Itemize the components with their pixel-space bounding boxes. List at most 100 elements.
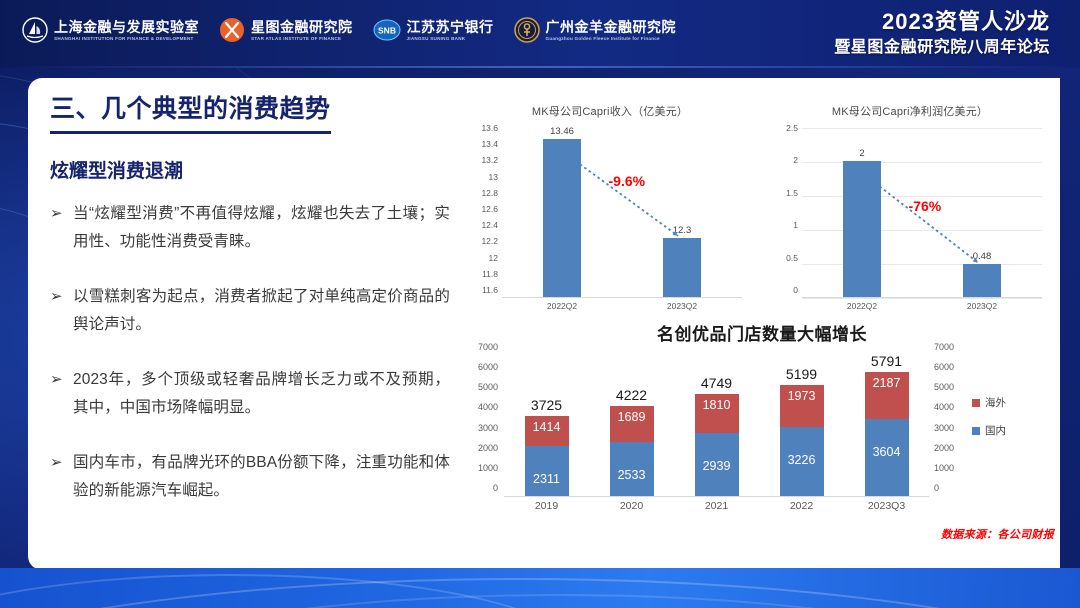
logo-star-atlas: 星图金融研究院 STAR ATLAS INSTITUTE OF FINANCE xyxy=(219,17,353,43)
list-item: ➢ 国内车市，有品牌光环的BBA份额下降，注重功能和体验的新能源汽车崛起。 xyxy=(50,449,450,505)
segment-value-label: 2311 xyxy=(533,472,560,487)
logo-label-cn: 江苏苏宁银行 xyxy=(406,18,494,35)
segment-overseas: 2187 xyxy=(864,371,909,419)
x-axis-tick-labels: 2022Q2 2023Q2 xyxy=(802,301,1042,311)
sponsor-logo-group: 上海金融与发展实验室 SHANGHAI INSTITUTION FOR FINA… xyxy=(22,17,676,43)
golden-fleece-icon xyxy=(513,17,540,43)
x-tick-label: 2022 xyxy=(789,500,814,512)
chart-title: MK母公司Capri收入（亿美元） xyxy=(531,106,689,118)
event-title-block: 2023资管人沙龙 暨星图金融研究院八周年论坛 xyxy=(834,8,1050,60)
chart-plot-area: 2.5 2 1.5 1 0.5 0 2 0.48 -76% 2022Q2 2023Q2 xyxy=(764,124,1056,318)
x-tick-label: 2023Q3 xyxy=(867,500,906,512)
charts-column: MK母公司Capri收入（亿美元） 13.6 13.4 13.2 13 12.8 12.6… xyxy=(464,88,1060,568)
event-title-secondary: 暨星图金融研究院八周年论坛 xyxy=(834,39,1050,56)
segment-value-label: 3226 xyxy=(787,452,816,467)
text-column: 三、几个典型的消费趋势 炫耀型消费退潮 ➢ 当“炫耀型消费”不再值得炫耀，炫耀也… xyxy=(50,92,450,532)
y-tick-label: 2000 xyxy=(934,442,955,453)
bar-value-label: 13.46 xyxy=(550,125,574,137)
list-item: ➢ 当“炫耀型消费”不再值得炫耀，炫耀也失去了土壤；实用性、功能性消费受青睐。 xyxy=(50,200,450,256)
y-tick-label: 5000 xyxy=(934,382,955,393)
bullet-arrow-icon: ➢ xyxy=(50,288,63,305)
y-tick-label: 11.8 xyxy=(482,268,498,279)
segment-overseas: 1689 xyxy=(609,405,654,442)
chart-gridline xyxy=(802,230,1042,231)
stack-total-label: 4222 xyxy=(615,386,648,403)
logo-jiangsu-suning-bank: SNB 江苏苏宁银行 JIANGSU SUNING BANK xyxy=(373,17,494,43)
segment-domestic: 2311 xyxy=(524,446,569,496)
bullet-list: ➢ 当“炫耀型消费”不再值得炫耀，炫耀也失去了土壤；实用性、功能性消费受青睐。 … xyxy=(50,200,450,505)
legend-item-overseas: 海外 xyxy=(972,395,1006,410)
bar-2022Q2 xyxy=(843,161,881,297)
chart-gridline xyxy=(802,298,1042,299)
segment-value-label: 1689 xyxy=(617,409,646,424)
slide-footer xyxy=(0,568,1080,608)
y-tick-label: 1000 xyxy=(934,462,955,473)
legend-swatch-icon xyxy=(972,398,980,407)
slide-header: 上海金融与发展实验室 SHANGHAI INSTITUTION FOR FINA… xyxy=(0,0,1080,68)
stack-total-label: 5791 xyxy=(870,352,903,369)
bar-2023Q2 xyxy=(963,264,1001,297)
chart-capri-revenue: MK母公司Capri收入（亿美元） 13.6 13.4 13.2 13 12.8 12.6… xyxy=(464,88,756,318)
y-tick-label: 0.5 xyxy=(786,252,798,263)
y-tick-label: 13.4 xyxy=(481,139,498,150)
logo-shanghai-institution: 上海金融与发展实验室 SHANGHAI INSTITUTION FOR FINA… xyxy=(22,17,199,43)
change-annotation: -9.6% xyxy=(608,173,646,190)
stacked-bar-2023Q3: 2187 3604 xyxy=(864,371,909,496)
logo-label-en: Guangzhou Golden Fleece Institute for Fi… xyxy=(545,35,660,41)
bullet-arrow-icon: ➢ xyxy=(50,205,63,222)
y-tick-label: 5000 xyxy=(477,382,498,393)
list-item-text: 2023年，多个顶级或轻奢品牌增长乏力或不及预期，其中，中国市场降幅明显。 xyxy=(73,371,450,416)
chart-title: MK母公司Capri净利润亿美元） xyxy=(831,106,989,118)
y-tick-label: 0 xyxy=(793,284,798,295)
chart-grid: 13.46 12.3 -9.6% xyxy=(502,125,742,298)
segment-domestic: 3226 xyxy=(779,426,824,496)
y-tick-label: 12.8 xyxy=(481,187,498,198)
y-tick-label: 13.6 xyxy=(481,123,498,133)
legend-item-domestic: 国内 xyxy=(972,423,1006,438)
y-tick-label: 1.5 xyxy=(786,187,798,198)
logo-label-en: SHANGHAI INSTITUTION FOR FINANCE & DEVEL… xyxy=(54,35,194,41)
y-tick-label: 12.2 xyxy=(481,236,498,247)
list-item: ➢ 2023年，多个顶级或轻奢品牌增长乏力或不及预期，其中，中国市场降幅明显。 xyxy=(50,366,450,422)
y-tick-label: 0 xyxy=(934,482,940,493)
sub-heading: 炫耀型消费退潮 xyxy=(50,161,184,182)
logo-golden-fleece: 广州金羊金融研究院 Guangzhou Golden Fleece Instit… xyxy=(513,17,677,43)
stacked-bar-2020: 1689 2533 xyxy=(609,405,654,496)
stacked-bar-2019: 1414 2311 xyxy=(524,416,569,496)
stack-total-label: 5199 xyxy=(785,365,818,382)
chart-plot-area: 7000 6000 5000 4000 3000 2000 1000 0 7000 6000 50… xyxy=(464,343,1060,513)
snb-bank-icon: SNB xyxy=(373,19,400,41)
chart-gridline xyxy=(802,128,1042,129)
legend-swatch-icon xyxy=(972,426,980,435)
y-axis-tick-labels: 2.5 2 1.5 1 0.5 0 xyxy=(764,124,798,298)
page-title: 三、几个典型的消费趋势 xyxy=(50,92,331,134)
y-tick-label: 11.6 xyxy=(482,284,498,295)
y-tick-label: 2.5 xyxy=(786,123,798,133)
stack-total-label: 3725 xyxy=(530,397,563,414)
change-annotation: -76% xyxy=(908,197,942,214)
logo-label-cn: 上海金融与发展实验室 xyxy=(54,18,199,35)
bar-value-label: 0.48 xyxy=(972,251,992,263)
y-tick-label: 13.2 xyxy=(481,155,498,166)
y-tick-label: 4000 xyxy=(477,402,498,413)
segment-value-label: 2533 xyxy=(617,467,646,482)
y-tick-label: 3000 xyxy=(477,422,498,433)
segment-overseas: 1810 xyxy=(694,394,739,434)
stack-total-label: 4749 xyxy=(700,375,733,392)
logo-label-en: JIANGSU SUNING BANK xyxy=(406,35,466,41)
trend-arrow-icon xyxy=(570,157,679,237)
stacked-bar-2022: 1973 3226 xyxy=(779,384,824,496)
y-axis-tick-labels-right: 7000 6000 5000 4000 3000 2000 1000 0 xyxy=(934,343,968,497)
segment-value-label: 1973 xyxy=(787,388,816,403)
source-note: 数据来源：各公司财报 xyxy=(941,529,1054,541)
segment-value-label: 2187 xyxy=(872,375,901,390)
x-tick-label: 2020 xyxy=(619,500,644,512)
bar-value-label: 2 xyxy=(859,148,865,159)
bar-value-label: 12.3 xyxy=(672,224,692,236)
y-tick-label: 3000 xyxy=(934,422,955,433)
segment-domestic: 3604 xyxy=(864,418,909,496)
segment-value-label: 2939 xyxy=(702,459,731,474)
y-tick-label: 12.4 xyxy=(481,220,498,231)
y-tick-label: 4000 xyxy=(934,402,955,413)
